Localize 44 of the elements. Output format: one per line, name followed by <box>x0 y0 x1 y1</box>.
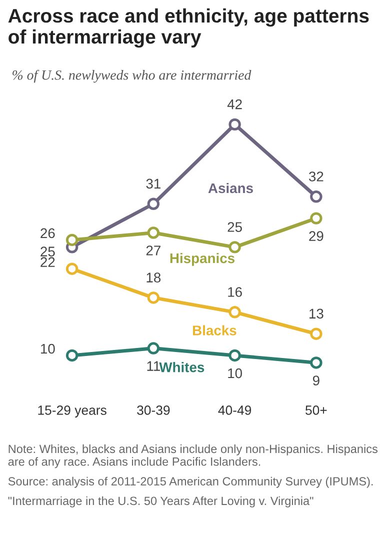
point <box>66 234 78 246</box>
point <box>147 198 160 210</box>
point <box>147 292 160 304</box>
chart-title: Across race and ethnicity, age patterns of intermarriage vary <box>8 8 369 48</box>
data-label: 25 <box>40 246 55 256</box>
data-label: 42 <box>227 99 242 110</box>
x-tick-label: 40-49 <box>218 406 252 415</box>
data-label: 16 <box>228 287 242 297</box>
data-label: 27 <box>146 246 160 256</box>
point <box>310 212 322 224</box>
text: "Intermarriage in the U.S. 50 Years After Loving v. Virginia" <box>8 496 314 508</box>
data-label: 10 <box>228 368 242 378</box>
x-tick-label: 30-39 <box>137 406 170 415</box>
data-label: 22 <box>40 257 55 267</box>
data-label: 10 <box>40 344 55 354</box>
chart-subtitle: % of U.S. newlyweds who are intermarried <box>12 70 252 83</box>
x-tick-label: 50+ <box>306 406 327 415</box>
data-label: 11 <box>147 361 160 371</box>
point <box>147 226 160 239</box>
data-label: 13 <box>310 308 324 319</box>
series-label: Whites <box>159 362 204 372</box>
data-label: 32 <box>308 172 324 182</box>
data-label: 18 <box>146 272 161 282</box>
point <box>228 118 241 131</box>
data-label: 29 <box>309 231 324 242</box>
point <box>310 356 322 369</box>
point <box>310 190 322 203</box>
point <box>228 349 241 362</box>
data-label: 26 <box>40 228 55 238</box>
data-label: 25 <box>228 222 242 232</box>
point <box>228 241 241 254</box>
text: Note: Whites, blacks and Asians include only non-Hispanics. Hispanics are of any race. Asians include Pacific Islanders. <box>8 444 378 468</box>
series-label: Asians <box>208 182 253 194</box>
series-label: Hispanics <box>170 252 234 266</box>
data-label: 31 <box>146 178 160 189</box>
series-label: Blacks <box>192 325 236 336</box>
point <box>310 328 322 340</box>
point <box>228 306 241 318</box>
point <box>66 262 78 275</box>
point <box>147 342 160 354</box>
x-tick-label: 15-29 years <box>38 406 106 418</box>
data-label: 9 <box>312 376 320 386</box>
source-note: Source: analysis of 2011-2015 American Community Survey (IPUMS). <box>8 476 373 488</box>
point <box>66 349 78 362</box>
